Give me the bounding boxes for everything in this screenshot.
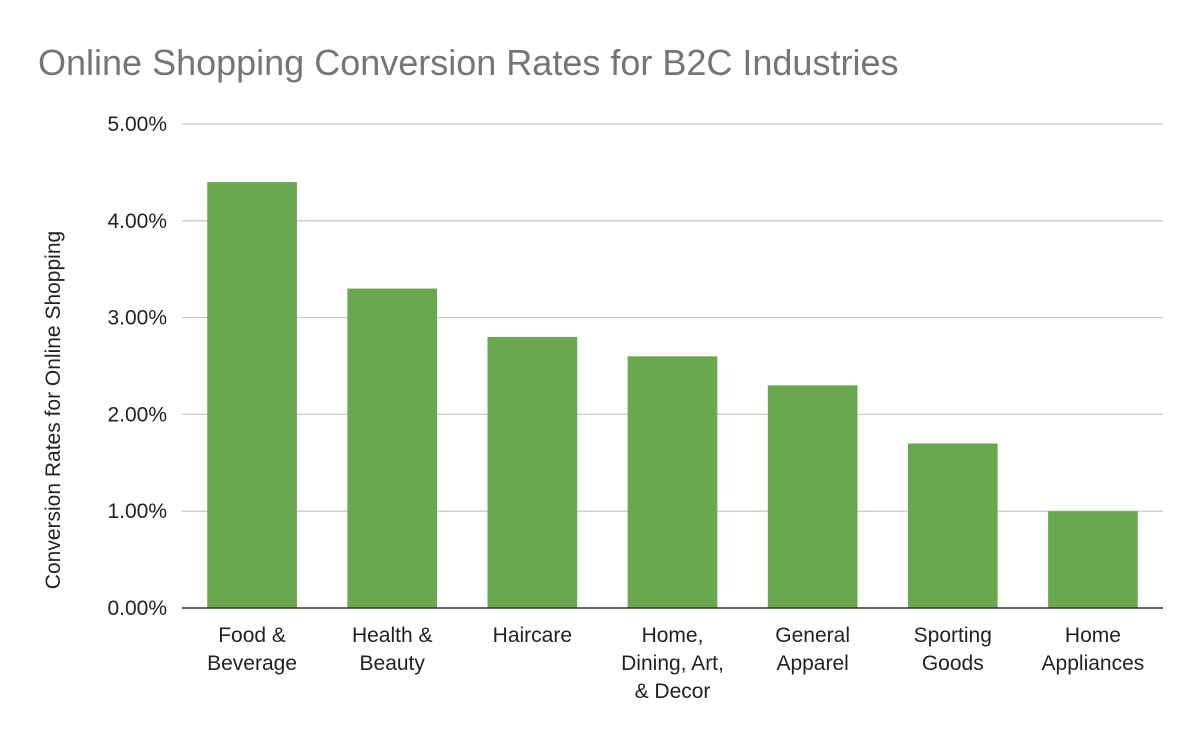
bar xyxy=(907,443,998,608)
x-tick-label: General Apparel xyxy=(775,624,850,675)
x-tick-label-line: Appliances xyxy=(1042,652,1145,675)
y-tick-label: 4.00% xyxy=(107,210,167,233)
gridlines xyxy=(182,123,1163,512)
x-tick-label-line: Beauty xyxy=(360,652,426,675)
x-tick-label-line: Beverage xyxy=(207,652,297,675)
bar xyxy=(347,288,438,608)
y-tick-label: 2.00% xyxy=(107,403,167,426)
bar xyxy=(627,356,718,608)
bar xyxy=(1048,511,1138,608)
x-tick-label: Health & Beauty xyxy=(352,624,433,675)
y-tick-label: 1.00% xyxy=(107,500,167,523)
x-tick-label-line: General xyxy=(775,624,850,647)
x-tick-label: Haircare xyxy=(493,624,572,647)
x-tick-label: Home, Dining, Art, & Decor xyxy=(621,624,724,703)
x-tick-label-line: Goods xyxy=(922,652,984,675)
x-tick-label-line: Food & xyxy=(218,624,286,647)
y-tick-label: 3.00% xyxy=(107,307,167,330)
x-axis-categories: Food & Beverage Health & Beauty Haircare Home… xyxy=(207,624,1144,703)
x-tick-label-line: Home xyxy=(1065,624,1121,647)
x-tick-label: Sporting Goods xyxy=(914,624,992,675)
x-tick-label-line: Sporting xyxy=(914,624,992,647)
y-axis-label: Conversion Rates for Online Shopping xyxy=(42,231,65,589)
bar xyxy=(767,385,858,608)
chart-title: Online Shopping Conversion Rates for B2C… xyxy=(38,42,898,83)
y-tick-label: 0.00% xyxy=(107,597,167,620)
y-tick-label: 5.00% xyxy=(107,113,167,136)
x-tick-label-line: Apparel xyxy=(776,652,848,675)
bar xyxy=(487,336,578,608)
x-tick-label: Food & Beverage xyxy=(207,624,297,675)
x-tick-label-line: Health & xyxy=(352,624,433,647)
y-axis-ticks: 0.00% 1.00% 2.00% 3.00% 4.00% 5.00% xyxy=(107,113,167,620)
x-tick-label-line: Dining, Art, xyxy=(621,652,724,675)
bar xyxy=(207,182,297,608)
bars xyxy=(207,182,1138,608)
x-tick-label-line: Haircare xyxy=(493,624,572,647)
x-tick-label-line: Home, xyxy=(642,624,704,647)
x-tick-label-line: & Decor xyxy=(635,680,711,703)
x-tick-label: Home Appliances xyxy=(1042,624,1145,675)
